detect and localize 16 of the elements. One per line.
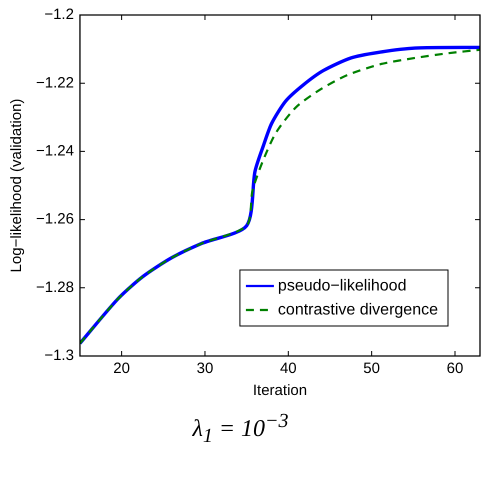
x-tick-label: 50: [363, 360, 380, 378]
legend-label: contrastive divergence: [278, 301, 438, 318]
y-tick-label: −1.3: [44, 347, 74, 364]
y-tick-label: −1.22: [36, 74, 74, 92]
x-axis-title: Iteration: [252, 382, 308, 400]
x-tick-label: 40: [280, 360, 297, 378]
x-tick-label: 30: [196, 360, 214, 378]
x-tick-label: 60: [446, 360, 464, 378]
legend-label: pseudo−likelihood: [278, 277, 406, 294]
x-tick-label: 20: [113, 360, 130, 378]
y-tick-label: −1.2: [44, 6, 74, 24]
y-tick-label: −1.26: [36, 210, 74, 228]
text: λ$_{1}$ = 10$^{−3}$: [191, 410, 290, 448]
y-axis-title: Log−likelihood (validation): [8, 98, 26, 272]
y-tick-label: −1.28: [36, 278, 74, 296]
y-tick-label: −1.24: [36, 142, 74, 160]
